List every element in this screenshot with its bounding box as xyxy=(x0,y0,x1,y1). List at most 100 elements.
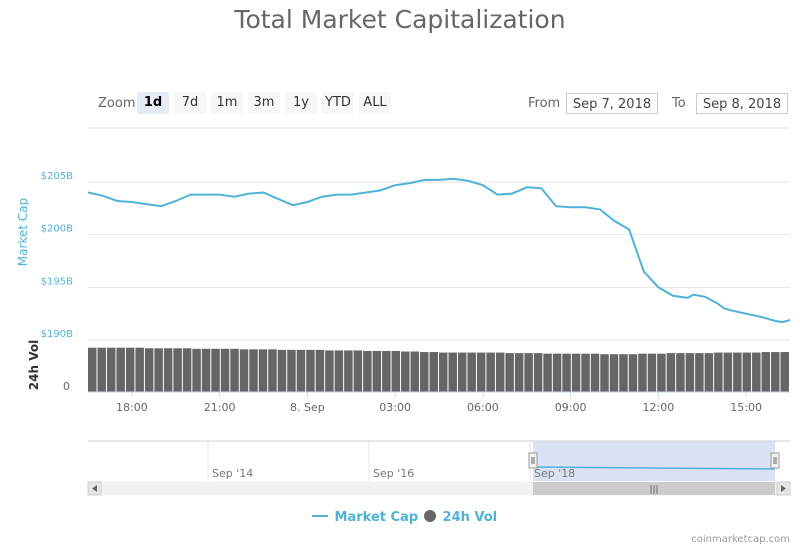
y-tick-label: $200B xyxy=(41,224,73,235)
arrow-right-icon xyxy=(781,485,786,492)
volume-bar xyxy=(429,352,438,392)
volume-bar xyxy=(154,348,163,392)
volume-bar xyxy=(439,352,448,392)
volume-bar xyxy=(296,349,306,392)
volume-bar xyxy=(182,348,192,392)
volume-bar xyxy=(723,352,733,392)
chart-title: Total Market Capitalization xyxy=(234,5,566,34)
scrollbar[interactable]: ||| xyxy=(87,481,791,496)
volume-bar xyxy=(486,352,495,392)
volume-bar xyxy=(391,350,401,392)
credit-link[interactable]: coinmarketcap.com xyxy=(691,534,790,545)
x-tick-label: 15:00 xyxy=(730,401,762,414)
volume-bar xyxy=(249,349,258,392)
volume-bar xyxy=(353,350,363,392)
x-tick-label: 03:00 xyxy=(379,401,411,414)
from-label: From xyxy=(528,96,561,111)
volume-bar xyxy=(676,353,685,392)
volume-bar xyxy=(325,350,334,392)
volume-bar xyxy=(448,352,457,392)
volume-bar xyxy=(495,352,505,392)
navigator-label-sep-18: Sep '18 xyxy=(534,467,575,480)
volume-bar xyxy=(220,348,230,392)
volume-bar xyxy=(192,348,201,392)
volume-bar xyxy=(476,352,486,392)
volume-tick-label: 0 xyxy=(63,380,70,393)
volume-bar xyxy=(505,353,514,392)
zoom-label: Zoom xyxy=(98,96,136,111)
volume-bar xyxy=(173,348,182,392)
volume-bar xyxy=(163,348,173,392)
zoom-1d-button[interactable]: 1d xyxy=(137,92,169,114)
volume-bar xyxy=(467,352,476,392)
navigator-right-handle[interactable] xyxy=(770,452,780,469)
volume-bar xyxy=(533,353,543,392)
legend-label-volume: 24h Vol xyxy=(442,510,498,525)
volume-bar xyxy=(211,348,220,392)
x-tick-label: 12:00 xyxy=(643,401,675,414)
zoom-3m-button[interactable]: 3m xyxy=(248,92,280,114)
volume-bar xyxy=(609,354,619,392)
to-date-input[interactable]: Sep 8, 2018 xyxy=(696,93,788,114)
x-tick-label: 18:00 xyxy=(116,401,148,414)
volume-bar xyxy=(135,347,144,392)
zoom-ytd-button[interactable]: YTD xyxy=(322,92,354,114)
volume-bar xyxy=(600,354,609,392)
zoom-1m-button[interactable]: 1m xyxy=(211,92,243,114)
scrollbar-thumb[interactable] xyxy=(533,482,775,495)
volume-axis-title: 24h Vol xyxy=(27,340,41,390)
volume-bar xyxy=(647,353,657,392)
x-tick-label: 09:00 xyxy=(555,401,587,414)
grid-lines xyxy=(88,181,790,341)
volume-bar xyxy=(581,353,590,392)
volume-bar xyxy=(258,349,268,392)
zoom-1y-button[interactable]: 1y xyxy=(285,92,317,114)
legend-label-market-cap: Market Cap xyxy=(334,510,419,525)
volume-bar xyxy=(638,353,647,392)
navigator-selected-range[interactable] xyxy=(533,441,775,481)
zoom-all-button[interactable]: ALL xyxy=(359,92,391,114)
volume-bar xyxy=(695,353,704,392)
from-date-input[interactable]: Sep 7, 2018 xyxy=(566,93,658,114)
legend-item-volume[interactable]: 24h Vol xyxy=(424,510,497,525)
volume-bar xyxy=(277,349,287,392)
volume-bar xyxy=(562,353,571,392)
volume-bar xyxy=(315,349,325,392)
to-label: To xyxy=(672,96,686,111)
legend-line-icon xyxy=(312,515,328,517)
volume-bar xyxy=(780,352,789,392)
y-axis-ticks: $205B $200B $195B $190B xyxy=(41,171,73,340)
volume-bar xyxy=(420,352,429,392)
volume-bar xyxy=(306,349,315,392)
navigator[interactable]: Sep '14 Sep '16 Sep '18 xyxy=(88,440,790,481)
y-axis-title: Market Cap xyxy=(16,198,30,266)
volume-bar xyxy=(571,353,581,392)
zoom-7d-button[interactable]: 7d xyxy=(174,92,206,114)
volume-bar xyxy=(230,348,239,392)
volume-bar xyxy=(733,352,742,392)
volume-bar xyxy=(88,347,97,392)
volume-bar xyxy=(771,352,780,392)
volume-bar xyxy=(742,352,752,392)
volume-bar xyxy=(685,353,695,392)
volume-bar xyxy=(363,350,372,392)
volume-bar xyxy=(144,348,154,392)
volume-bar xyxy=(704,353,714,392)
y-tick-label: $190B xyxy=(41,329,73,340)
legend-dot-icon xyxy=(424,510,436,522)
volume-bar xyxy=(657,353,666,392)
volume-bar xyxy=(344,350,353,392)
volume-bar xyxy=(524,353,533,392)
volume-bar xyxy=(401,351,410,392)
navigator-label-sep-14: Sep '14 xyxy=(212,467,253,480)
navigator-series-line xyxy=(532,466,776,470)
volume-bar xyxy=(372,350,382,392)
volume-bar xyxy=(382,350,391,392)
x-tick-label: 21:00 xyxy=(204,401,236,414)
legend-item-market-cap[interactable]: Market Cap xyxy=(312,510,418,525)
chart-legend: Market Cap 24h Vol xyxy=(0,510,800,528)
navigator-left-handle[interactable] xyxy=(528,452,538,469)
volume-bar xyxy=(714,352,723,392)
y-tick-label: $195B xyxy=(41,276,73,287)
volume-bar xyxy=(410,351,420,392)
